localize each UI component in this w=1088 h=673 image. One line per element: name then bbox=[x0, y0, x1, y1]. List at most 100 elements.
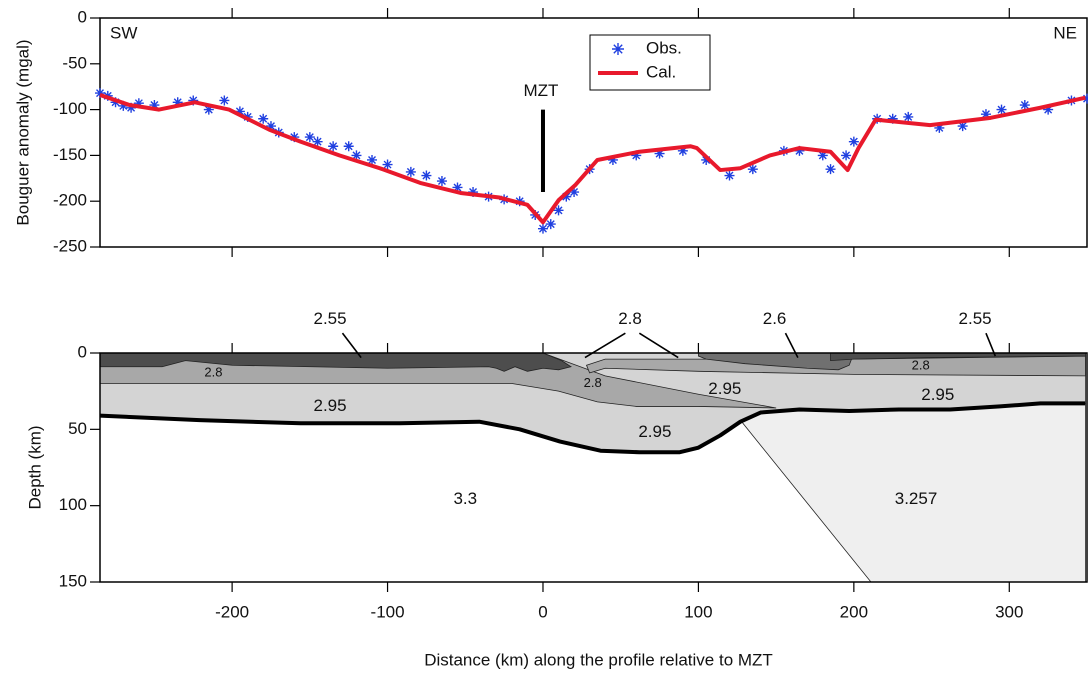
density-body bbox=[99, 352, 777, 409]
x-tick-label: 300 bbox=[995, 602, 1023, 621]
obs-marker bbox=[724, 170, 735, 181]
y-tick-label: -250 bbox=[53, 236, 87, 255]
ne-label: NE bbox=[1053, 23, 1077, 42]
y-axis-label: Bouguer anomaly (mgal) bbox=[13, 39, 32, 225]
obs-marker bbox=[841, 150, 852, 161]
density-label: 2.95 bbox=[313, 396, 346, 415]
obs-marker bbox=[234, 106, 245, 117]
obs-marker bbox=[351, 150, 362, 161]
obs-marker bbox=[312, 136, 323, 147]
obs-marker bbox=[794, 145, 805, 156]
legend-label: Cal. bbox=[646, 62, 676, 81]
obs-marker bbox=[701, 154, 712, 165]
obs-marker bbox=[452, 182, 463, 193]
density-label: 2.55 bbox=[313, 309, 346, 328]
y-tick-label: 100 bbox=[59, 495, 87, 514]
obs-marker bbox=[848, 136, 859, 147]
obs-marker bbox=[265, 121, 276, 132]
obs-marker bbox=[343, 141, 354, 152]
density-label: 3.257 bbox=[895, 489, 938, 508]
obs-marker bbox=[747, 164, 758, 175]
obs-marker bbox=[133, 98, 144, 109]
obs-marker bbox=[436, 176, 447, 187]
obs-marker bbox=[118, 100, 129, 111]
density-label: 2.8 bbox=[204, 364, 222, 379]
obs-marker bbox=[421, 170, 432, 181]
obs-marker bbox=[677, 145, 688, 156]
obs-marker bbox=[537, 223, 548, 234]
legend-box bbox=[589, 34, 711, 91]
obs-marker bbox=[607, 154, 618, 165]
obs-marker bbox=[903, 111, 914, 122]
obs-marker bbox=[328, 141, 339, 152]
density-label: 2.8 bbox=[584, 375, 602, 390]
obs-marker bbox=[1082, 93, 1088, 104]
y-tick-label: 150 bbox=[59, 571, 87, 590]
obs-marker bbox=[188, 95, 199, 106]
obs-marker bbox=[996, 104, 1007, 115]
y-tick-label: 0 bbox=[78, 342, 87, 361]
obs-marker bbox=[289, 132, 300, 143]
x-axis-label: Distance (km) along the profile relative… bbox=[424, 650, 773, 669]
density-label: 2.8 bbox=[618, 309, 642, 328]
obs-marker bbox=[654, 148, 665, 159]
x-tick-label: -200 bbox=[215, 602, 249, 621]
density-label: 2.6 bbox=[763, 309, 787, 328]
obs-marker bbox=[631, 150, 642, 161]
obs-marker bbox=[569, 187, 580, 198]
mzt-label: MZT bbox=[524, 81, 559, 100]
obs-marker bbox=[957, 121, 968, 132]
obs-marker bbox=[887, 113, 898, 124]
obs-marker bbox=[934, 122, 945, 133]
density-label: 2.55 bbox=[959, 309, 992, 328]
plot-frame bbox=[99, 17, 1088, 248]
obs-marker bbox=[405, 166, 416, 177]
obs-marker bbox=[367, 154, 378, 165]
y-tick-label: -50 bbox=[62, 53, 87, 72]
density-label: 2.95 bbox=[638, 422, 671, 441]
obs-marker bbox=[126, 102, 137, 113]
legend-marker bbox=[612, 43, 624, 55]
obs-marker bbox=[561, 191, 572, 202]
obs-marker bbox=[1019, 100, 1030, 111]
y-tick-label: -150 bbox=[53, 145, 87, 164]
obs-marker bbox=[553, 205, 564, 216]
density-label: 2.95 bbox=[921, 385, 954, 404]
obs-marker bbox=[817, 150, 828, 161]
x-tick-label: -100 bbox=[371, 602, 405, 621]
legend-label: Obs. bbox=[646, 38, 682, 57]
obs-marker bbox=[468, 187, 479, 198]
obs-marker bbox=[825, 164, 836, 175]
obs-marker bbox=[219, 95, 230, 106]
obs-marker bbox=[382, 159, 393, 170]
obs-marker bbox=[304, 132, 315, 143]
cal-line bbox=[99, 93, 1086, 225]
y-tick-label: -100 bbox=[53, 99, 87, 118]
density-label: 2.95 bbox=[708, 379, 741, 398]
density-label: 3.3 bbox=[453, 489, 477, 508]
y-tick-label: 0 bbox=[78, 7, 87, 26]
x-tick-label: 200 bbox=[840, 602, 868, 621]
obs-marker bbox=[172, 97, 183, 108]
density-body bbox=[99, 352, 572, 372]
density-label: 2.8 bbox=[912, 357, 930, 372]
y-axis-label: Depth (km) bbox=[25, 425, 44, 509]
leader-line bbox=[584, 332, 626, 359]
moho-line bbox=[99, 401, 1086, 455]
obs-marker bbox=[545, 219, 556, 230]
obs-marker bbox=[95, 88, 105, 99]
sw-label: SW bbox=[110, 23, 137, 42]
leader-line bbox=[341, 332, 362, 359]
obs-marker bbox=[980, 109, 991, 120]
obs-marker bbox=[1043, 104, 1054, 115]
obs-marker bbox=[203, 104, 214, 115]
y-tick-label: -200 bbox=[53, 191, 87, 210]
obs-marker bbox=[149, 100, 160, 111]
obs-marker bbox=[258, 113, 269, 124]
leader-line bbox=[784, 332, 799, 358]
x-tick-label: 0 bbox=[538, 602, 547, 621]
y-tick-label: 50 bbox=[68, 419, 87, 438]
leader-line bbox=[638, 332, 679, 359]
